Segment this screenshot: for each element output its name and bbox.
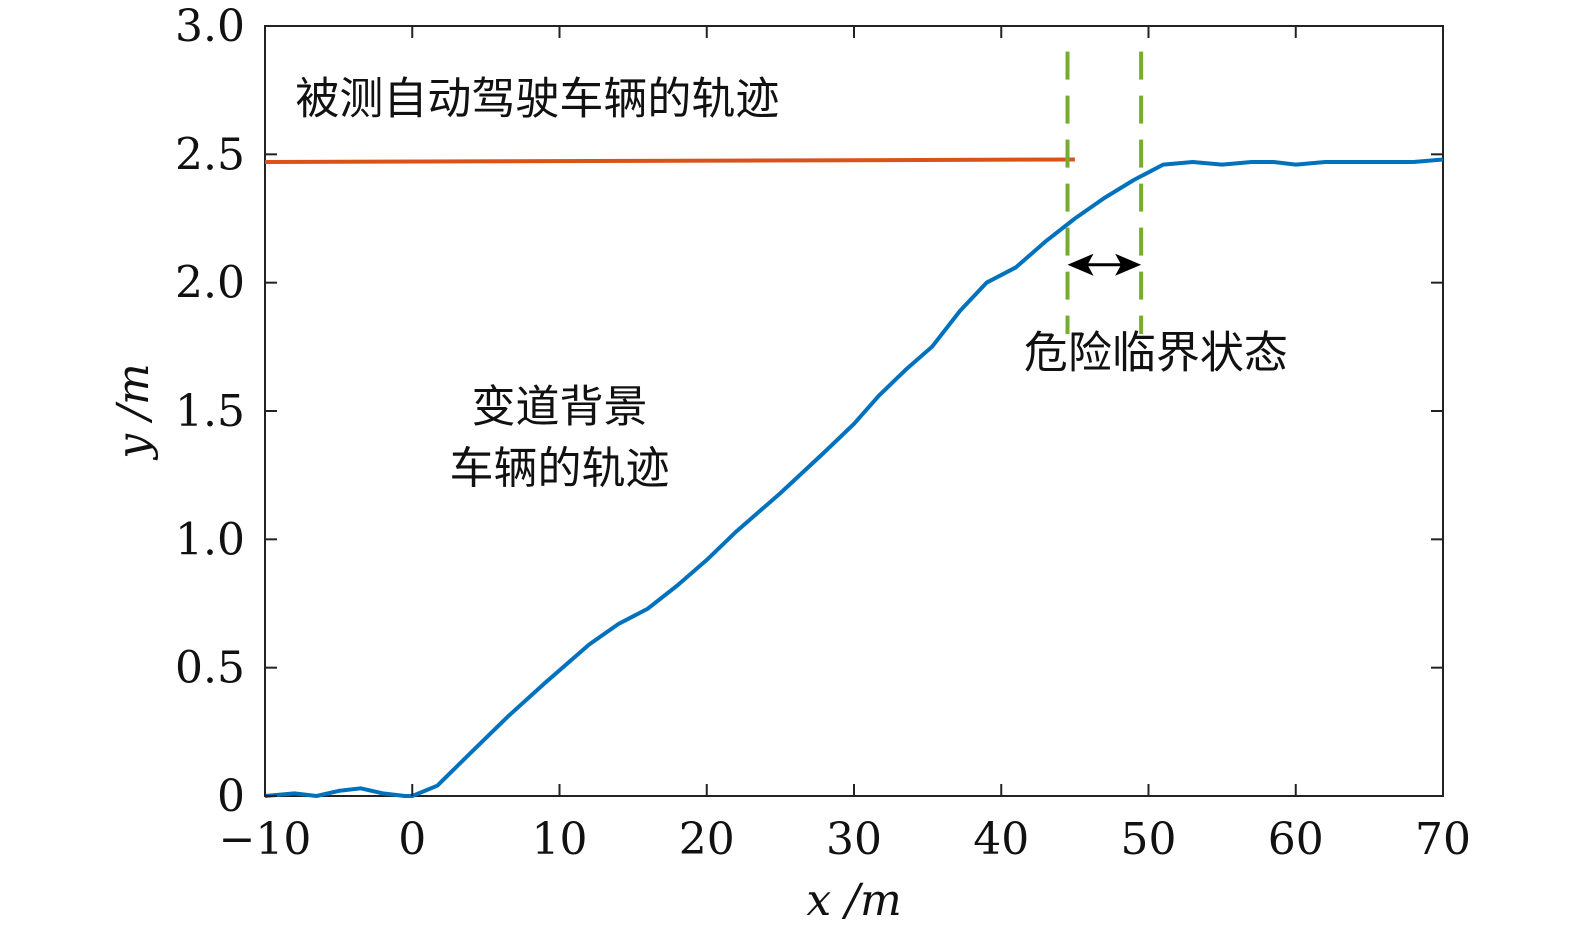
y-tick-label: 1.5	[175, 386, 245, 437]
x-tick-label: 40	[973, 814, 1029, 865]
x-axis-label: x /m	[806, 875, 901, 926]
x-tick-label: 0	[398, 814, 426, 865]
arrow-head-left	[1067, 253, 1094, 276]
x-tick-label: 30	[826, 814, 882, 865]
x-tick-label: 20	[679, 814, 735, 865]
arrow-head-right	[1115, 253, 1142, 276]
annotation-2: 危险临界状态	[1024, 327, 1288, 378]
annotation-4: 车辆的轨迹	[450, 443, 670, 494]
annotation-3: 变道背景	[472, 381, 648, 432]
y-tick-label: 0.5	[175, 643, 245, 694]
x-tick-label: 60	[1268, 814, 1324, 865]
ticks-layer	[264, 25, 1444, 797]
x-tick-label: 70	[1415, 814, 1471, 865]
x-tick-label: −10	[219, 814, 312, 865]
y-tick-label: 2.5	[175, 129, 245, 180]
annotation-1: 被测自动驾驶车辆的轨迹	[295, 73, 779, 124]
plot-frame	[264, 25, 1444, 797]
autonomous-vehicle-trajectory	[264, 157, 1075, 164]
y-tick-label: 1.0	[175, 514, 245, 565]
x-tick-label: 10	[532, 814, 588, 865]
plot-area	[264, 25, 1444, 797]
y-tick-label: 3.0	[175, 1, 245, 52]
y-axis-label: y /m	[108, 363, 159, 460]
lane-change-vehicle-trajectory	[264, 157, 1444, 798]
y-tick-label: 0	[217, 771, 245, 822]
series-layer	[264, 51, 1444, 798]
x-tick-label: 50	[1121, 814, 1177, 865]
y-tick-label: 2.0	[175, 258, 245, 309]
